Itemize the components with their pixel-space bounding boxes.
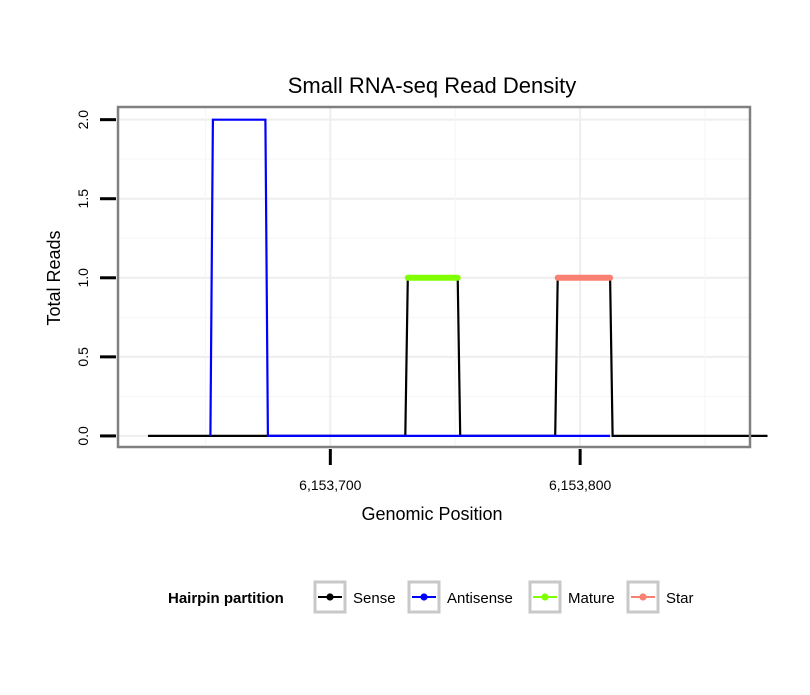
x-axis: 6,153,700 6,153,800 [299, 449, 611, 493]
legend: Hairpin partition Sense Antisense Mature St… [168, 580, 694, 614]
plot-panel-border [116, 105, 752, 449]
legend-key-point [326, 593, 334, 601]
x-axis-label: Genomic Position [361, 504, 502, 524]
y-tick-label: 0.0 [75, 426, 91, 446]
y-axis-label: Total Reads [44, 230, 64, 325]
x-tick-label: 6,153,800 [549, 477, 611, 493]
chart-title: Small RNA-seq Read Density [288, 73, 577, 98]
legend-label-mature: Mature [568, 590, 615, 607]
legend-label-antisense: Antisense [447, 590, 513, 607]
plot-lines [148, 118, 768, 437]
y-axis: 0.0 0.5 1.0 1.5 2.0 [75, 110, 116, 446]
legend-key-point [420, 593, 428, 601]
legend-title: Hairpin partition [168, 590, 284, 607]
y-tick-label: 0.5 [75, 347, 91, 367]
x-tick-label: 6,153,700 [299, 477, 361, 493]
legend-key-point [639, 593, 647, 601]
y-tick-label: 2.0 [75, 110, 91, 130]
legend-label-sense: Sense [353, 590, 396, 607]
y-tick-label: 1.0 [75, 268, 91, 288]
y-tick-label: 1.5 [75, 189, 91, 209]
legend-label-star: Star [666, 590, 694, 607]
series-line-antisense [209, 118, 611, 437]
legend-key-point [541, 593, 549, 601]
